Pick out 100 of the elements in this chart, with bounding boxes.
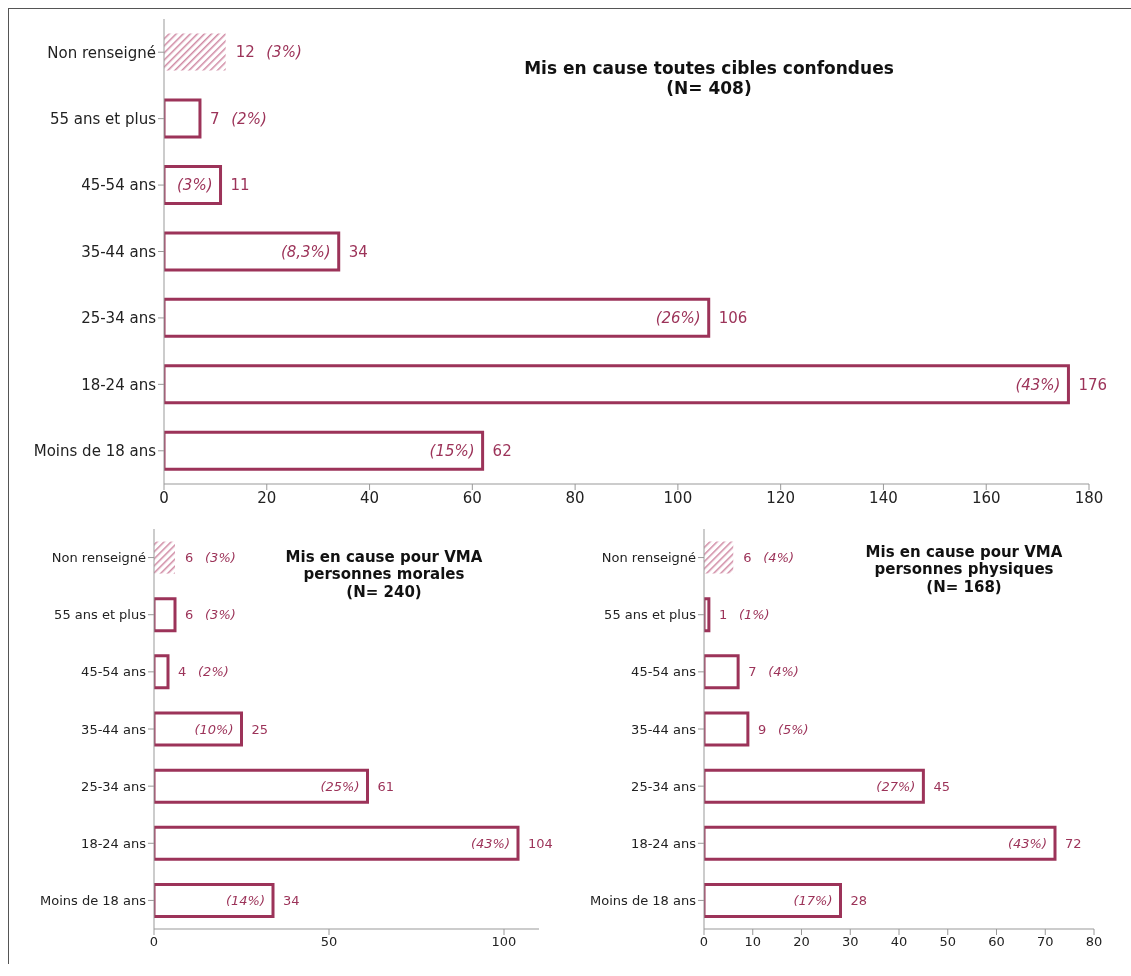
data-label: 61	[377, 778, 395, 794]
annotation: (3%)	[266, 43, 302, 62]
bar	[164, 297, 711, 338]
y-tick-label: Moins de 18 ans	[590, 893, 697, 909]
bar	[164, 364, 1070, 405]
data-label: 72	[1065, 835, 1082, 851]
bar	[154, 768, 369, 804]
annotation: (10%)	[194, 721, 234, 737]
annotation: (43%)	[1015, 375, 1061, 394]
x-tick-label: 100	[663, 488, 693, 507]
data-label: 25	[251, 721, 269, 737]
y-tick-label: Moins de 18 ans	[33, 442, 157, 461]
x-tick-label: 60	[462, 488, 482, 507]
annotation: (15%)	[429, 441, 475, 460]
data-label: 104	[528, 835, 553, 851]
data-label: 6	[185, 550, 194, 566]
annotation: (26%)	[655, 309, 701, 328]
annotation: (8,3%)	[280, 242, 331, 261]
y-tick-label: 35-44 ans	[631, 721, 697, 737]
y-tick-label: 55 ans et plus	[49, 109, 157, 128]
bar	[704, 654, 740, 690]
y-tick-label: Non renseigné	[601, 550, 696, 566]
x-tick-label: 40	[890, 934, 908, 950]
y-tick-label: Moins de 18 ans	[40, 893, 147, 909]
annotation: (14%)	[225, 892, 265, 908]
annotation: (3%)	[205, 607, 236, 623]
annotation: (2%)	[198, 664, 229, 680]
data-label: 28	[850, 892, 868, 908]
x-tick-label: 160	[971, 488, 1001, 507]
annotation: (3%)	[205, 550, 236, 566]
bar	[154, 882, 275, 918]
bar	[164, 231, 341, 272]
annotation: (27%)	[876, 778, 916, 794]
data-label: 1	[718, 607, 728, 623]
bar	[704, 825, 1057, 861]
y-tick-label: 18-24 ans	[81, 835, 147, 851]
bar	[154, 597, 177, 633]
x-tick-label: 10	[744, 934, 762, 950]
y-tick-label: Non renseigné	[47, 43, 156, 62]
x-tick-label: 50	[320, 934, 338, 950]
y-tick-label: 35-44 ans	[81, 242, 157, 261]
data-label: 9	[757, 721, 767, 737]
bar	[164, 98, 202, 139]
annotation: (25%)	[320, 778, 360, 794]
x-tick-label: 30	[841, 934, 859, 950]
data-label: 176	[1078, 375, 1108, 394]
x-tick-label: 80	[1085, 934, 1103, 950]
y-tick-label: 55 ans et plus	[604, 607, 697, 623]
x-tick-label: 80	[565, 488, 585, 507]
bar	[704, 711, 750, 747]
x-tick-label: 0	[159, 488, 169, 507]
x-tick-label: 20	[793, 934, 810, 950]
y-tick-label: 25-34 ans	[81, 778, 147, 794]
data-label: 6	[185, 607, 194, 623]
x-tick-label: 40	[360, 488, 380, 507]
x-tick-label: 100	[491, 934, 517, 950]
annotation: (5%)	[777, 721, 809, 737]
annotation: (3%)	[177, 176, 213, 195]
y-tick-label: 18-24 ans	[81, 375, 157, 394]
x-tick-label: 140	[869, 488, 898, 507]
x-tick-label: 120	[766, 488, 795, 507]
bar	[154, 711, 243, 747]
x-tick-label: 70	[1036, 934, 1054, 950]
x-tick-label: 50	[939, 934, 957, 950]
annotation: (4%)	[763, 550, 795, 566]
bar	[704, 882, 842, 918]
y-tick-label: Non renseigné	[51, 550, 146, 566]
data-label: 34	[348, 242, 368, 261]
y-tick-label: 45-54 ans	[81, 176, 157, 195]
y-tick-label: 55 ans et plus	[54, 607, 147, 623]
data-label: 7	[748, 664, 757, 680]
data-label: 106	[718, 309, 748, 328]
text: Mis en cause pour VMA personnes morales (N= 240)	[284, 548, 484, 601]
data-label: 34	[283, 892, 300, 908]
annotation: (43%)	[470, 835, 510, 851]
x-tick-label: 60	[988, 934, 1005, 950]
bar	[704, 768, 925, 804]
y-tick-label: 45-54 ans	[631, 664, 697, 680]
data-label: 6	[743, 550, 752, 566]
bar	[154, 825, 520, 861]
y-tick-label: 45-54 ans	[81, 664, 147, 680]
annotation: (43%)	[1007, 835, 1047, 851]
y-tick-label: 25-34 ans	[631, 778, 697, 794]
x-tick-label: 0	[699, 934, 709, 950]
bar	[164, 430, 485, 471]
y-tick-label: 25-34 ans	[81, 309, 157, 328]
annotation: (17%)	[793, 892, 833, 908]
x-tick-label: 20	[257, 488, 277, 507]
y-tick-label: 35-44 ans	[81, 721, 147, 737]
y-tick-label: 18-24 ans	[631, 835, 697, 851]
annotation: (2%)	[231, 109, 267, 128]
data-label: 62	[492, 441, 512, 460]
data-label: 7	[209, 109, 220, 128]
bar	[154, 654, 170, 690]
annotation: (1%)	[738, 607, 770, 623]
text: Mis en cause toutes cibles confondues (N= 408)	[523, 58, 895, 99]
x-tick-label: 0	[149, 934, 159, 950]
x-tick-label: 180	[1074, 488, 1104, 507]
data-label: 45	[933, 778, 950, 794]
data-label: 12	[235, 43, 255, 62]
